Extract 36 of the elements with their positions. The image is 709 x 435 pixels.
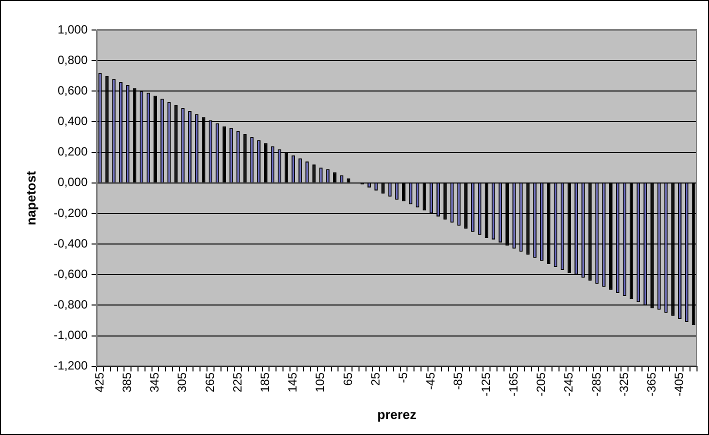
y-tick-label: -1,200 [54, 358, 88, 373]
x-tick-label: 185 [258, 372, 272, 392]
x-tick-label: 65 [340, 372, 355, 386]
x-tick-label: -85 [451, 372, 466, 390]
x-tick-label: -5 [396, 372, 410, 384]
y-tick-label: -0,400 [54, 236, 88, 250]
x-tick-label: 345 [148, 372, 162, 392]
x-tick-label: -45 [424, 372, 438, 390]
y-tick-label: -0,800 [54, 298, 88, 312]
x-tick-label: 105 [313, 372, 328, 392]
x-tick-label: 225 [230, 372, 244, 392]
x-axis-title: prerez [377, 406, 417, 422]
x-tick-label: -405 [672, 372, 686, 396]
x-tick-label: 305 [175, 372, 190, 392]
x-tick-label: 265 [202, 372, 217, 392]
y-tick-label: -0,200 [54, 206, 88, 220]
y-axis-title: napetost [23, 170, 38, 226]
x-tick-label: 425 [92, 372, 106, 392]
x-tick-label: -165 [506, 372, 520, 396]
x-tick-label: 145 [286, 372, 300, 392]
x-tick-label: -285 [589, 372, 604, 396]
x-tick-label: 385 [120, 372, 134, 392]
x-tick-label: -125 [478, 372, 493, 396]
x-tick-label: -325 [616, 372, 631, 396]
y-tick-label: 0,600 [58, 83, 88, 98]
x-tick-label: 25 [368, 372, 382, 386]
x-tick-label: -245 [562, 372, 576, 396]
x-tick-label: -205 [534, 372, 548, 396]
y-tick-label: 0,400 [58, 114, 88, 128]
y-tick-label: 1,000 [58, 22, 88, 36]
x-tick-label: -365 [644, 372, 658, 396]
y-tick-label: -0,600 [54, 266, 88, 281]
y-tick-label: 0,800 [58, 52, 88, 67]
y-tick-label: -1,000 [54, 328, 88, 342]
y-tick-label: 0,000 [58, 175, 88, 190]
y-tick-label: 0,200 [58, 144, 88, 159]
